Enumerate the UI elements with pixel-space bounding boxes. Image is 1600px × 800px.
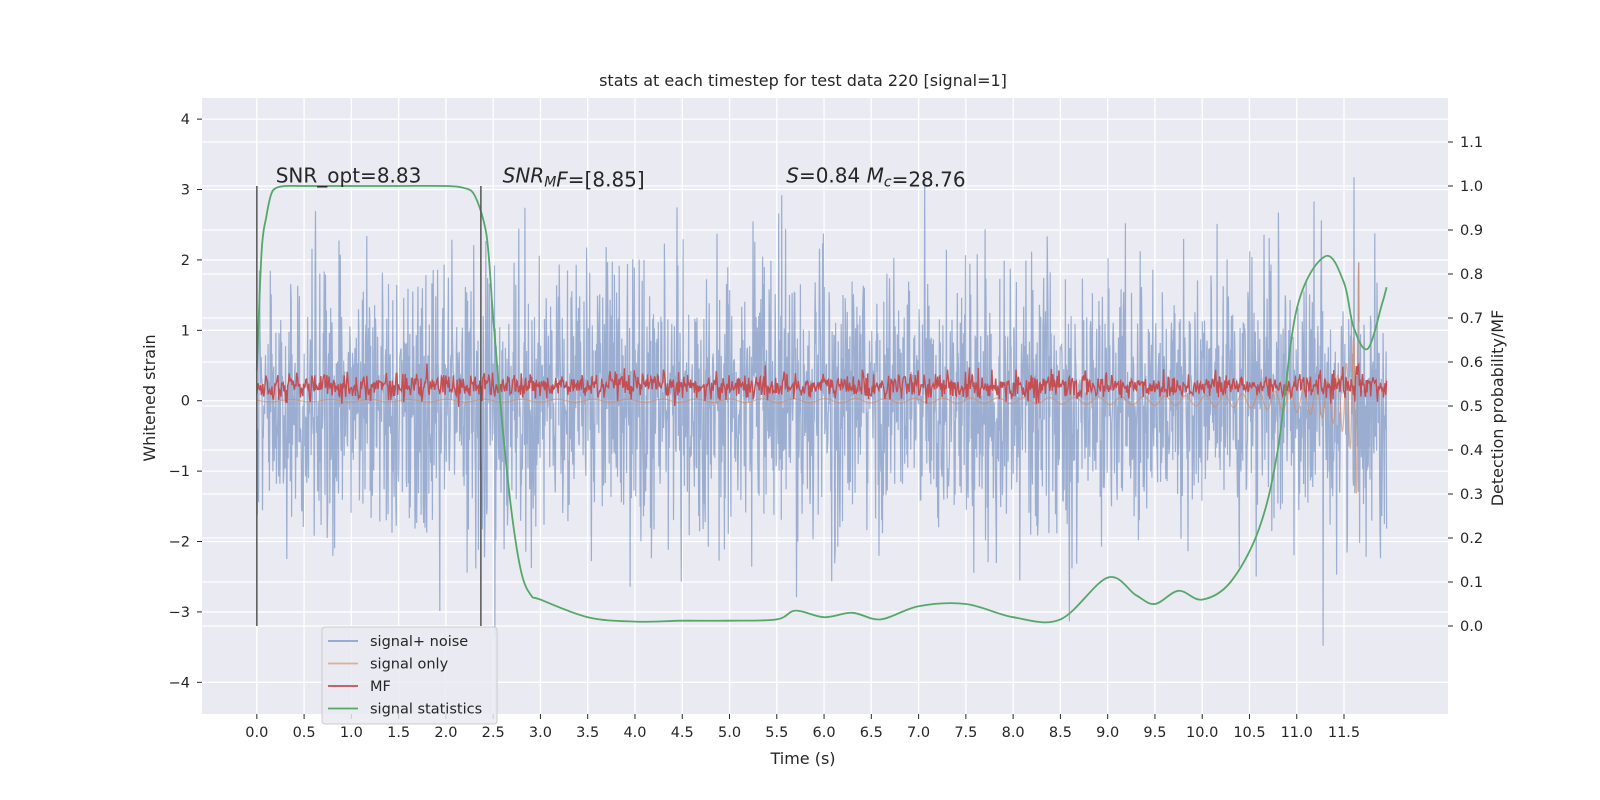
x-axis-label: Time (s): [769, 749, 835, 768]
signal-only-line: [256, 262, 1360, 494]
x-tick-label: 4.0: [623, 725, 646, 741]
legend-label: MF: [370, 679, 391, 695]
x-tick-label: 6.0: [813, 725, 836, 741]
annotation-segment: S: [786, 163, 799, 187]
x-tick-label: 9.5: [1143, 725, 1166, 741]
plot-area: [255, 177, 1388, 646]
y-axis-ticks: 4 3 2 1 0 −1 −2 −3 −4: [169, 112, 202, 691]
y-tick-label: −1: [169, 464, 190, 480]
y-tick-label: −4: [169, 675, 190, 691]
x-tick-label: 11.5: [1328, 725, 1360, 741]
annotation-segment: =28.76: [892, 167, 966, 191]
annotation-segment: =0.84: [799, 163, 867, 187]
chart-title: stats at each timestep for test data 220…: [599, 71, 1007, 90]
x-tick-label: 3.5: [576, 725, 599, 741]
signal-statistics-line: [255, 184, 1388, 624]
y2-tick-label: 0.0: [1460, 619, 1483, 635]
series-signal-noise: [256, 177, 1388, 646]
window-markers: [256, 186, 482, 626]
y-tick-label: 1: [181, 323, 190, 339]
y-tick-label: 0: [181, 394, 190, 410]
y2-axis-ticks: 1.1 1.0 0.9 0.8 0.7 0.6 0.5 0.4 0.3 0.2 0.1 0.0: [1448, 135, 1483, 635]
annotation-segment: c: [884, 174, 892, 190]
y-axis-label: Whitened strain: [140, 334, 159, 461]
series-signal-only: [256, 262, 1360, 494]
annotation-segment: M: [544, 174, 556, 190]
legend: signal+ noise signal only MF signal statist…: [321, 626, 498, 725]
signal-noise-line: [256, 177, 1388, 646]
annotation-segment: M: [867, 163, 884, 187]
x-tick-label: 8.0: [1002, 725, 1025, 741]
y2-tick-label: 0.9: [1460, 223, 1483, 239]
annotation-text: S=0.84 Mc=28.76: [786, 163, 965, 191]
y2-tick-label: 1.0: [1460, 179, 1483, 195]
annotation-segment: F: [556, 167, 568, 191]
x-tick-label: 0.0: [245, 725, 268, 741]
y2-tick-label: 0.6: [1460, 355, 1483, 371]
y2-tick-label: 0.3: [1460, 487, 1483, 503]
annotation-segment: =[8.85]: [568, 167, 645, 191]
y2-tick-label: 0.2: [1460, 531, 1483, 547]
y-tick-label: −3: [169, 605, 190, 621]
x-tick-label: 8.5: [1049, 725, 1072, 741]
y-tick-label: 3: [181, 183, 190, 199]
x-tick-label: 2.0: [434, 725, 457, 741]
series-signal-statistics: [255, 184, 1388, 624]
y-tick-label: 4: [181, 112, 190, 128]
x-axis-ticks: 0.0 0.5 1.0 1.5 2.0 2.5 3.0 3.5 4.0 4.5 5.0 5.5 6.0 6…: [245, 714, 1360, 741]
x-tick-label: 7.5: [954, 725, 977, 741]
x-tick-label: 5.5: [765, 725, 788, 741]
x-tick-label: 4.5: [671, 725, 694, 741]
y2-axis-label: Detection probability/MF: [1488, 310, 1507, 507]
x-tick-label: 1.0: [340, 725, 363, 741]
y2-tick-label: 0.8: [1460, 267, 1483, 283]
x-tick-label: 2.5: [482, 725, 505, 741]
y2-tick-label: 0.7: [1460, 311, 1483, 327]
y2-tick-label: 0.4: [1460, 443, 1483, 459]
x-tick-label: 11.0: [1281, 725, 1313, 741]
x-tick-label: 1.5: [387, 725, 410, 741]
legend-label: signal+ noise: [370, 634, 468, 650]
legend-label: signal statistics: [370, 702, 482, 718]
x-tick-label: 0.5: [293, 725, 316, 741]
y2-tick-label: 1.1: [1460, 135, 1483, 151]
mf-line: [256, 362, 1388, 407]
series-mf: [256, 362, 1388, 407]
y-tick-label: 2: [181, 253, 190, 269]
x-tick-label: 6.5: [860, 725, 883, 741]
x-tick-label: 3.0: [529, 725, 552, 741]
annotations: SNR_opt=8.83 SNRMF=[8.85] S=0.84 Mc=28.76: [276, 163, 966, 191]
y2-tick-label: 0.5: [1460, 399, 1483, 415]
x-tick-label: 10.0: [1186, 725, 1218, 741]
x-tick-label: 5.0: [718, 725, 741, 741]
annotation-text: SNR_opt=8.83: [276, 163, 422, 187]
annotation-segment: SNR_opt=8.83: [276, 163, 422, 187]
legend-box: [321, 626, 498, 725]
annotation-segment: SNR: [503, 163, 545, 187]
y2-tick-label: 0.1: [1460, 575, 1483, 591]
y-tick-label: −2: [169, 535, 190, 551]
x-tick-label: 9.0: [1096, 725, 1119, 741]
annotation-text: SNRMF=[8.85]: [503, 163, 645, 191]
x-tick-label: 10.5: [1233, 725, 1265, 741]
x-tick-label: 7.0: [907, 725, 930, 741]
legend-label: signal only: [370, 657, 449, 673]
